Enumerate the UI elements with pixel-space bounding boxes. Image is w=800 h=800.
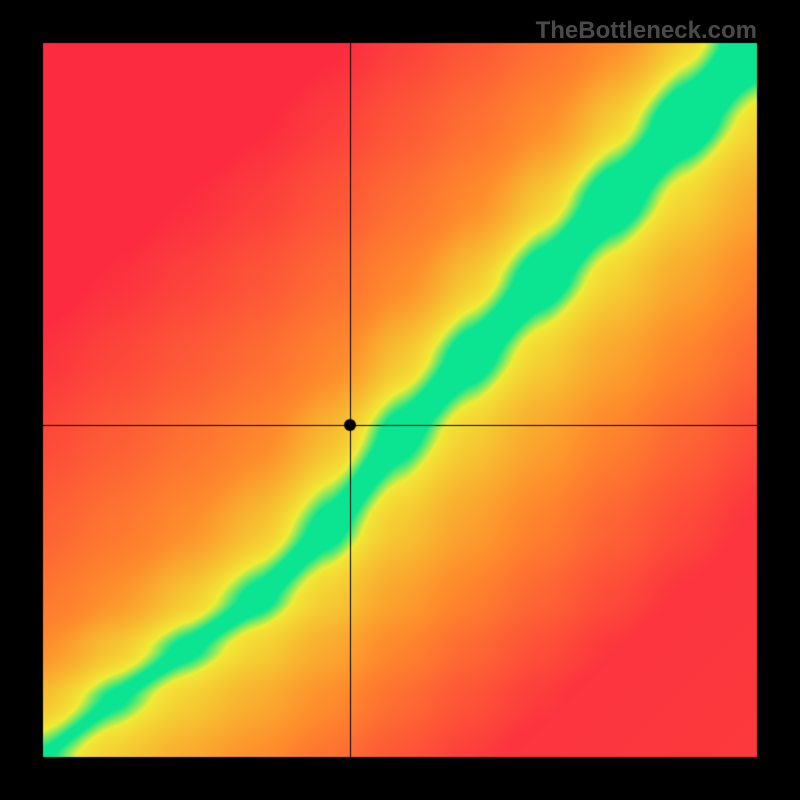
chart-container: TheBottleneck.com — [0, 0, 800, 800]
heatmap-canvas — [0, 0, 800, 800]
watermark-text: TheBottleneck.com — [536, 17, 757, 45]
